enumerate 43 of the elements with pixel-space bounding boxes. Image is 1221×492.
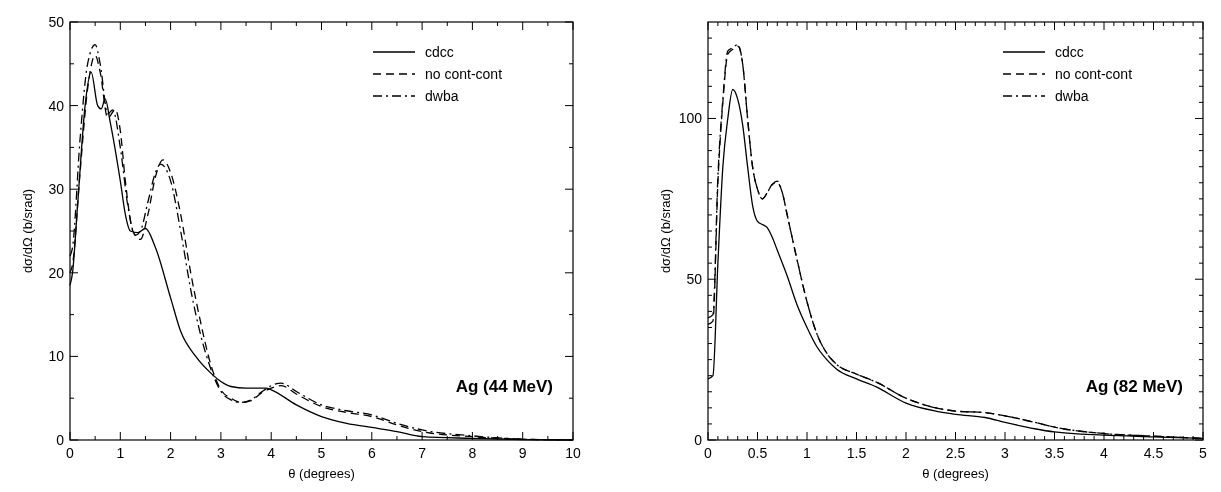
- legend-label: no cont-cont: [1055, 66, 1133, 82]
- y-tick-label: 100: [678, 110, 703, 127]
- y-tick-label: 30: [48, 181, 65, 198]
- x-tick-label: 6: [367, 445, 376, 461]
- legend-label: cdcc: [1055, 44, 1084, 60]
- x-tick-label: 4.5: [1143, 445, 1164, 461]
- x-tick-label: 0: [66, 445, 75, 461]
- x-tick-label: 0: [704, 445, 713, 461]
- y-axis-title: dσ/dΩ (b/srad): [20, 188, 35, 274]
- x-tick-label: 4: [1100, 445, 1109, 461]
- x-tick-label: 1: [116, 445, 125, 461]
- y-tick-label: 0: [56, 432, 65, 448]
- y-tick-label: 20: [48, 264, 65, 281]
- x-tick-label: 10: [565, 445, 581, 461]
- annotation: Ag (44 MeV): [455, 377, 553, 396]
- x-tick-label: 1.5: [846, 445, 867, 461]
- x-tick-label: 4: [267, 445, 276, 461]
- x-tick-label: 5: [1199, 445, 1208, 461]
- legend-label: no cont-cont: [425, 66, 503, 82]
- legend-label: dwba: [1055, 88, 1089, 104]
- x-tick-label: 2.5: [945, 445, 966, 461]
- x-tick-label: 2: [902, 445, 911, 461]
- y-tick-label: 40: [48, 97, 65, 114]
- y-axis-title: dσ/dΩ (b/srad): [658, 188, 673, 274]
- x-tick-label: 9: [518, 445, 527, 461]
- legend-label: cdcc: [425, 44, 454, 60]
- x-tick-label: 2: [166, 445, 175, 461]
- x-tick-label: 8: [468, 445, 477, 461]
- x-tick-label: 0.5: [747, 445, 768, 461]
- y-tick-label: 0: [694, 432, 703, 448]
- y-tick-label: 50: [686, 271, 703, 288]
- y-tick-label: 50: [48, 14, 65, 30]
- x-tick-label: 3.5: [1044, 445, 1065, 461]
- x-tick-label: 1: [803, 445, 812, 461]
- annotation: Ag (82 MeV): [1085, 377, 1183, 396]
- x-tick-label: 3: [1001, 445, 1010, 461]
- x-axis-title: θ (degrees): [288, 466, 355, 481]
- x-tick-label: 5: [317, 445, 326, 461]
- legend-label: dwba: [425, 88, 459, 104]
- y-tick-label: 10: [48, 348, 65, 365]
- x-axis-title: θ (degrees): [922, 466, 989, 481]
- x-tick-label: 7: [418, 445, 427, 461]
- x-tick-label: 3: [217, 445, 225, 461]
